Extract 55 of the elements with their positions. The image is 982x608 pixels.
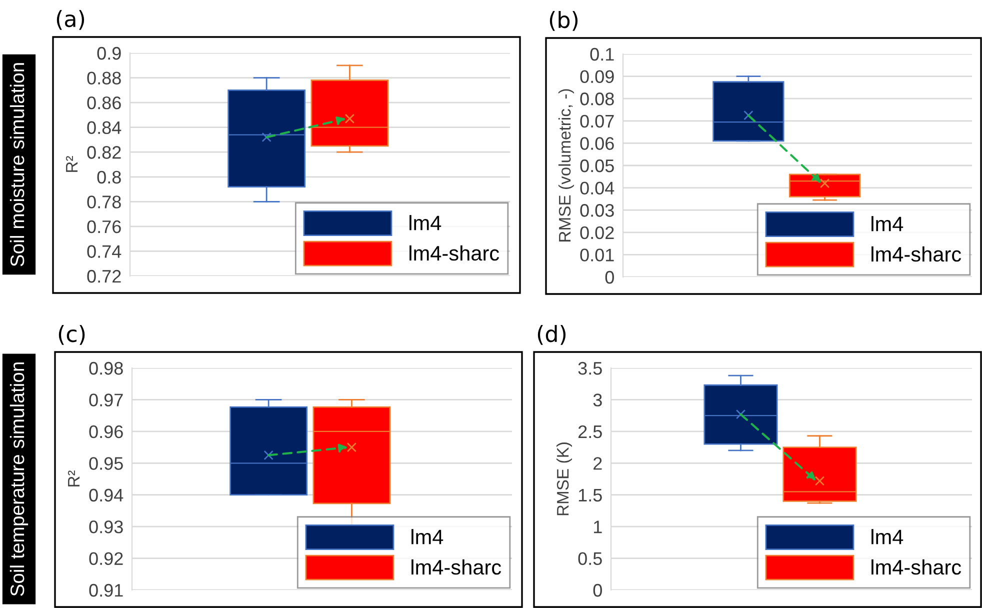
y-tick-label: 0.05 bbox=[580, 159, 614, 172]
y-tick-label: 0.8 bbox=[97, 170, 121, 184]
y-tick-label: 0.03 bbox=[580, 204, 614, 217]
y-tick-label: 0.95 bbox=[89, 457, 123, 470]
y-tick-label: 0.5 bbox=[578, 552, 602, 566]
y-tick-label: 0.1 bbox=[590, 48, 614, 61]
y-tick-label: 2 bbox=[594, 457, 602, 470]
y-tick-label: 0.94 bbox=[89, 488, 124, 502]
y-tick-label: 1.5 bbox=[578, 488, 602, 502]
y-tick-label: 0.91 bbox=[89, 584, 123, 597]
y-tick-label: 0.02 bbox=[580, 226, 614, 240]
y-tick-label: 0.72 bbox=[87, 270, 121, 283]
y-tick-label: 1 bbox=[594, 520, 602, 534]
y-tick-label: 0.98 bbox=[89, 362, 123, 375]
y-tick-label: 0.04 bbox=[580, 182, 614, 195]
y-tick-label: 0 bbox=[605, 270, 614, 284]
y-tick-label: 0.97 bbox=[89, 394, 123, 406]
y-axis-title: RMSE (volumetric, -) bbox=[558, 89, 574, 242]
y-tick-label: 0.93 bbox=[89, 520, 123, 534]
legend-label: lm4 bbox=[872, 216, 904, 232]
y-tick-label: 3.5 bbox=[578, 362, 602, 375]
y-tick-label: 0.88 bbox=[87, 72, 121, 84]
text: Soil moisture simulation bbox=[10, 63, 24, 266]
legend-label: lm4-sharc bbox=[410, 245, 500, 261]
y-tick-label: 0.01 bbox=[580, 248, 614, 262]
y-tick-label: 0.07 bbox=[580, 114, 614, 128]
y-tick-label: 0 bbox=[593, 584, 602, 597]
y-tick-label: 0.92 bbox=[89, 552, 123, 566]
legend-label: lm4-sharc bbox=[412, 559, 502, 575]
legend-label: lm4 bbox=[410, 215, 442, 230]
y-tick-label: 0.96 bbox=[89, 425, 123, 438]
chart-title: (b) bbox=[550, 11, 578, 31]
chart-title: (a) bbox=[56, 10, 84, 30]
text: lm4-sharc bbox=[872, 559, 962, 575]
chart-title: (d) bbox=[538, 325, 566, 345]
y-axis-title: R² bbox=[68, 470, 80, 486]
text: Soil temperature simulation bbox=[10, 362, 28, 596]
y-tick-label: 0.82 bbox=[87, 146, 121, 159]
chart-title: (c) bbox=[58, 325, 85, 345]
y-tick-label: 2.5 bbox=[578, 425, 602, 438]
y-tick-label: 0.08 bbox=[580, 92, 614, 106]
y-tick-label: 0.76 bbox=[87, 220, 121, 234]
y-tick-label: 0.9 bbox=[97, 46, 121, 60]
y-axis-title: RMSE (K) bbox=[556, 442, 572, 516]
y-tick-label: 3 bbox=[593, 394, 602, 406]
y-tick-label: 0.74 bbox=[87, 245, 122, 258]
y-tick-label: 0.09 bbox=[580, 70, 614, 84]
y-tick-label: 0.78 bbox=[87, 196, 121, 208]
y-tick-label: 0.06 bbox=[580, 137, 614, 150]
legend-label: lm4-sharc bbox=[872, 246, 962, 262]
text: lm4 bbox=[872, 529, 904, 544]
y-tick-label: 0.86 bbox=[87, 96, 121, 110]
y-axis-title: R² bbox=[66, 156, 78, 172]
legend-label: lm4 bbox=[412, 529, 444, 544]
y-tick-label: 0.84 bbox=[87, 121, 122, 134]
